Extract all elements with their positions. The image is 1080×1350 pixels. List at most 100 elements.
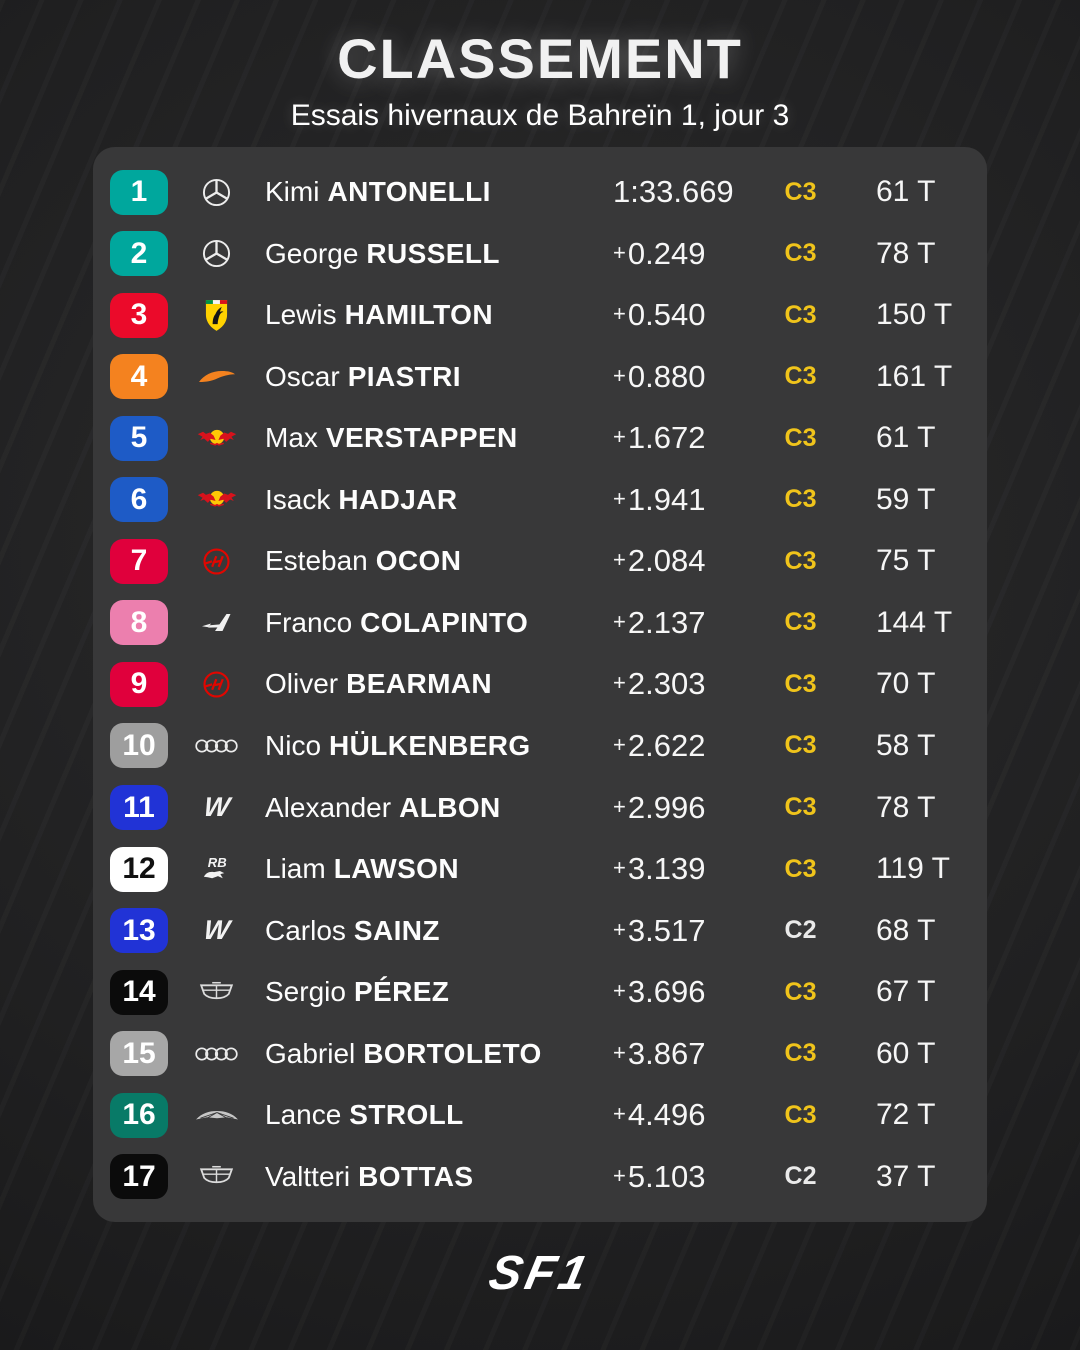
position-badge: 16	[110, 1092, 168, 1138]
driver-name: Lewis HAMILTON	[265, 299, 613, 331]
aston-martin-logo-icon	[168, 1108, 265, 1122]
plus-sign: +	[613, 670, 626, 696]
driver-last-name: HÜLKENBERG	[329, 729, 531, 761]
gap-value: 2.622	[627, 727, 706, 763]
position-number: 2	[130, 236, 148, 270]
table-row: 3 Lewis HAMILTON +0.540 C3 150 T	[93, 292, 987, 338]
lap-count: 58 T	[876, 728, 936, 762]
gap-value: 2.996	[627, 789, 706, 825]
position-badge: 2	[110, 231, 168, 277]
lap-count: 67 T	[876, 975, 936, 1009]
time-gap: +1.672	[613, 420, 753, 456]
driver-first-name: Kimi	[265, 176, 320, 208]
time-gap: +2.303	[613, 666, 753, 702]
tyre-compound: C3	[784, 854, 817, 883]
position-badge: 10	[110, 723, 168, 769]
gap-value: 1.941	[627, 481, 706, 517]
driver-name: Liam LAWSON	[265, 853, 613, 885]
position-badge: 9	[110, 661, 168, 707]
time-gap: +3.517	[613, 913, 753, 949]
driver-last-name: COLAPINTO	[360, 606, 529, 638]
williams-logo-icon: W	[201, 915, 232, 946]
plus-sign: +	[613, 485, 626, 511]
driver-last-name: RUSSELL	[366, 237, 500, 269]
table-row: 6 Isack HADJAR +1.941 C3 59 T	[93, 477, 987, 523]
time-gap: +4.496	[613, 1097, 753, 1133]
driver-last-name: BEARMAN	[346, 668, 493, 700]
driver-first-name: Liam	[265, 853, 326, 885]
tyre-compound: C2	[784, 916, 817, 945]
lap-count: 72 T	[876, 1098, 936, 1132]
table-row: 8 Franco COLAPINTO +2.137 C3 144 T	[93, 600, 987, 646]
position-badge: 7	[110, 538, 168, 584]
table-row: 13 W Carlos SAINZ +3.517 C2 68 T	[93, 908, 987, 954]
position-number: 10	[122, 728, 156, 762]
tyre-compound: C3	[784, 669, 817, 698]
lap-count: 150 T	[876, 298, 953, 332]
driver-last-name: PÉREZ	[353, 976, 450, 1008]
position-badge: 4	[110, 354, 168, 400]
tyre-compound: C3	[784, 1100, 817, 1129]
position-badge: 15	[110, 1031, 168, 1077]
lap-count: 119 T	[876, 852, 950, 886]
plus-sign: +	[613, 978, 626, 1004]
gap-value: 4.496	[627, 1097, 706, 1133]
driver-first-name: Alexander	[265, 791, 392, 823]
position-number: 12	[122, 852, 156, 886]
plus-sign: +	[613, 424, 626, 450]
driver-first-name: Isack	[265, 483, 331, 515]
driver-last-name: ANTONELLI	[327, 176, 491, 208]
tyre-compound: C3	[784, 1039, 817, 1068]
alpine-logo-icon	[168, 612, 265, 633]
tyre-compound: C3	[784, 546, 817, 575]
table-row: 5 Max VERSTAPPEN +1.672 C3 61 T	[93, 415, 987, 461]
driver-last-name: HAMILTON	[344, 299, 493, 331]
plus-sign: +	[613, 547, 626, 573]
redbull-logo-icon	[168, 487, 265, 512]
driver-first-name: George	[265, 237, 359, 269]
position-badge: 3	[110, 292, 168, 338]
lap-count: 78 T	[876, 790, 936, 824]
driver-name: Max VERSTAPPEN	[265, 422, 613, 454]
position-number: 7	[130, 544, 148, 578]
driver-name: Oliver BEARMAN	[265, 668, 613, 700]
position-number: 6	[130, 482, 148, 516]
lap-count: 68 T	[876, 913, 936, 947]
position-number: 8	[130, 605, 148, 639]
driver-name: Kimi ANTONELLI	[265, 176, 613, 208]
driver-name: Oscar PIASTRI	[265, 361, 613, 393]
position-badge: 17	[110, 1154, 168, 1200]
plus-sign: +	[613, 1101, 626, 1127]
gap-value: 2.303	[627, 666, 706, 702]
time-gap: +2.084	[613, 543, 753, 579]
williams-logo-icon: W	[201, 792, 232, 823]
driver-first-name: Lance	[265, 1099, 342, 1131]
position-number: 9	[130, 667, 148, 701]
driver-first-name: Valtteri	[265, 1160, 351, 1192]
driver-name: Esteban OCON	[265, 545, 613, 577]
driver-last-name: ALBON	[399, 791, 501, 823]
audi-logo-icon	[168, 1046, 265, 1062]
driver-last-name: PIASTRI	[347, 360, 461, 392]
plus-sign: +	[613, 301, 626, 327]
driver-last-name: STROLL	[349, 1099, 464, 1131]
lap-count: 37 T	[876, 1159, 936, 1193]
driver-name: Gabriel BORTOLETO	[265, 1038, 613, 1070]
cadillac-logo-icon	[168, 1165, 265, 1188]
time-gap: +0.249	[613, 236, 753, 272]
plus-sign: +	[613, 608, 626, 634]
table-row: 15 Gabriel BORTOLETO +3.867 C3 60 T	[93, 1031, 987, 1077]
table-row: 1 Kimi ANTONELLI 1:33.669 C3 61 T	[93, 169, 987, 215]
driver-name: Sergio PÉREZ	[265, 976, 613, 1008]
time-gap: +3.696	[613, 974, 753, 1010]
plus-sign: +	[613, 793, 626, 819]
time-gap: +3.139	[613, 851, 753, 887]
position-number: 3	[130, 298, 148, 332]
lap-count: 70 T	[876, 667, 936, 701]
driver-name: Valtteri BOTTAS	[265, 1161, 613, 1193]
table-row: 2 George RUSSELL +0.249 C3 78 T	[93, 231, 987, 277]
driver-name: Lance STROLL	[265, 1099, 613, 1131]
time-gap: +0.540	[613, 297, 753, 333]
ferrari-logo-icon	[168, 299, 265, 332]
